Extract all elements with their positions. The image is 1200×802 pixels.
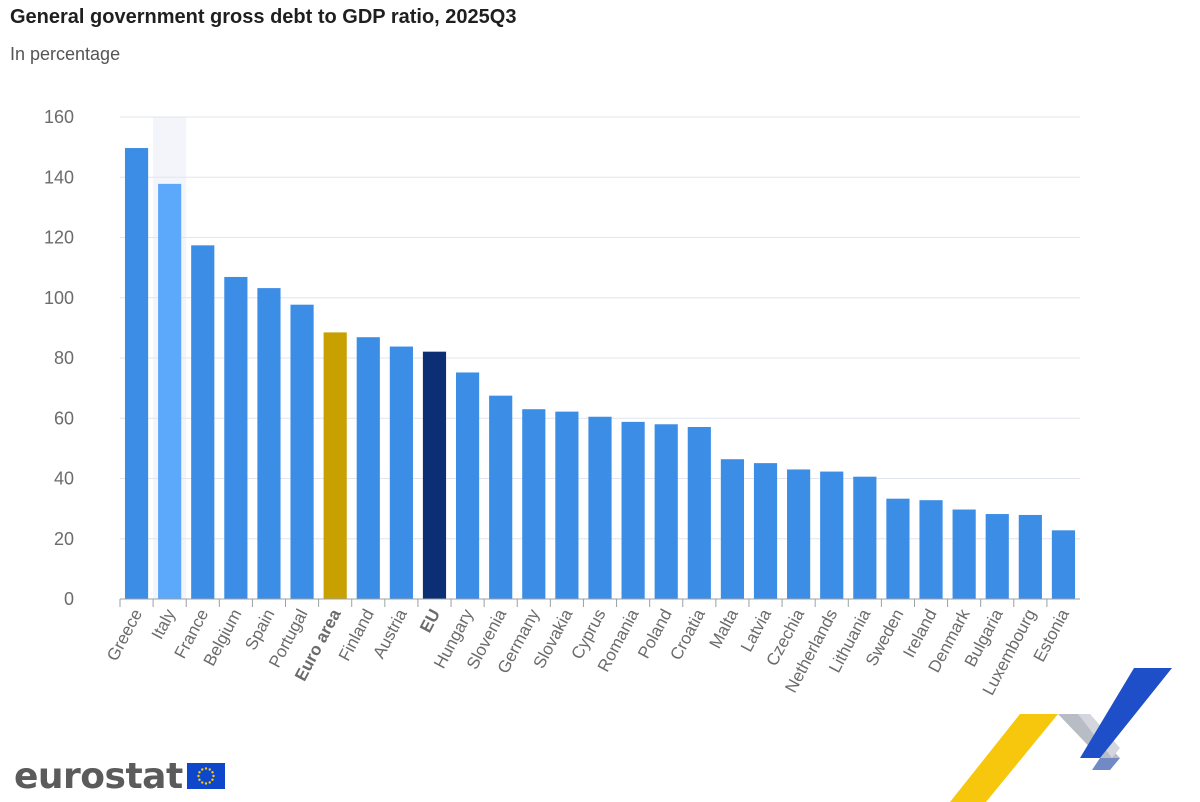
bar-italy[interactable]	[158, 183, 182, 599]
bar-greece[interactable]	[124, 148, 149, 599]
flag-star-icon	[204, 782, 207, 785]
chart-subtitle: In percentage	[10, 44, 121, 64]
y-tick-label: 80	[54, 348, 74, 368]
bar-luxembourg[interactable]	[1018, 514, 1042, 599]
bar-eu[interactable]	[422, 351, 447, 599]
bar-croatia[interactable]	[687, 426, 711, 599]
flag-star-icon	[210, 778, 214, 781]
bar-estonia[interactable]	[1051, 530, 1076, 599]
flag-star-icon	[210, 771, 214, 774]
bar-slovenia[interactable]	[489, 395, 513, 599]
x-tick-label: Greece	[103, 606, 146, 664]
bar-poland[interactable]	[654, 424, 678, 599]
flag-star-icon	[204, 767, 207, 770]
bar-portugal[interactable]	[290, 304, 314, 599]
flag-star-icon	[196, 774, 200, 778]
bar-france[interactable]	[191, 245, 215, 599]
bar-bulgaria[interactable]	[985, 514, 1009, 599]
bar-euro-area[interactable]	[323, 332, 347, 599]
bar-cyprus[interactable]	[588, 416, 612, 599]
x-tick-label: Italy	[148, 606, 180, 643]
bar-czechia[interactable]	[787, 469, 811, 599]
y-tick-label: 140	[44, 167, 74, 187]
bar-latvia[interactable]	[753, 463, 778, 599]
bar-germany[interactable]	[522, 409, 546, 599]
y-tick-label: 0	[64, 589, 74, 609]
y-tick-label: 160	[44, 107, 74, 127]
bar-romania[interactable]	[621, 421, 645, 599]
bar-lithuania[interactable]	[853, 476, 877, 599]
bar-malta[interactable]	[720, 459, 744, 599]
y-tick-label: 40	[54, 469, 74, 489]
flag-star-icon	[197, 778, 201, 781]
bar-belgium[interactable]	[224, 276, 248, 599]
bar-spain[interactable]	[257, 288, 281, 599]
flag-star-icon	[208, 768, 211, 771]
bar-denmark[interactable]	[952, 509, 976, 599]
bar-finland[interactable]	[356, 337, 380, 599]
y-tick-label: 60	[54, 408, 74, 428]
bar-netherlands[interactable]	[820, 471, 844, 599]
eurostat-logo: eurostat	[14, 755, 225, 797]
flag-star-icon	[200, 781, 204, 784]
bar-austria[interactable]	[389, 346, 413, 599]
eurostat-decoration-graphic	[950, 668, 1172, 802]
x-tick-label: EU	[416, 606, 444, 636]
chart-title: General government gross debt to GDP rat…	[10, 6, 517, 28]
eurostat-logo-text: eurostat	[14, 755, 183, 797]
eu-flag-icon	[186, 763, 225, 789]
bar-slovakia[interactable]	[555, 411, 579, 599]
flag-star-icon	[200, 768, 204, 771]
bar-ireland[interactable]	[919, 500, 943, 599]
flag-star-icon	[197, 771, 201, 774]
y-tick-label: 120	[44, 228, 74, 248]
bar-sweden[interactable]	[886, 498, 910, 599]
flag-star-icon	[208, 781, 211, 784]
flag-star-icon	[211, 774, 215, 778]
y-tick-label: 100	[44, 288, 74, 308]
y-tick-label: 20	[54, 529, 74, 549]
bar-hungary[interactable]	[456, 372, 480, 599]
